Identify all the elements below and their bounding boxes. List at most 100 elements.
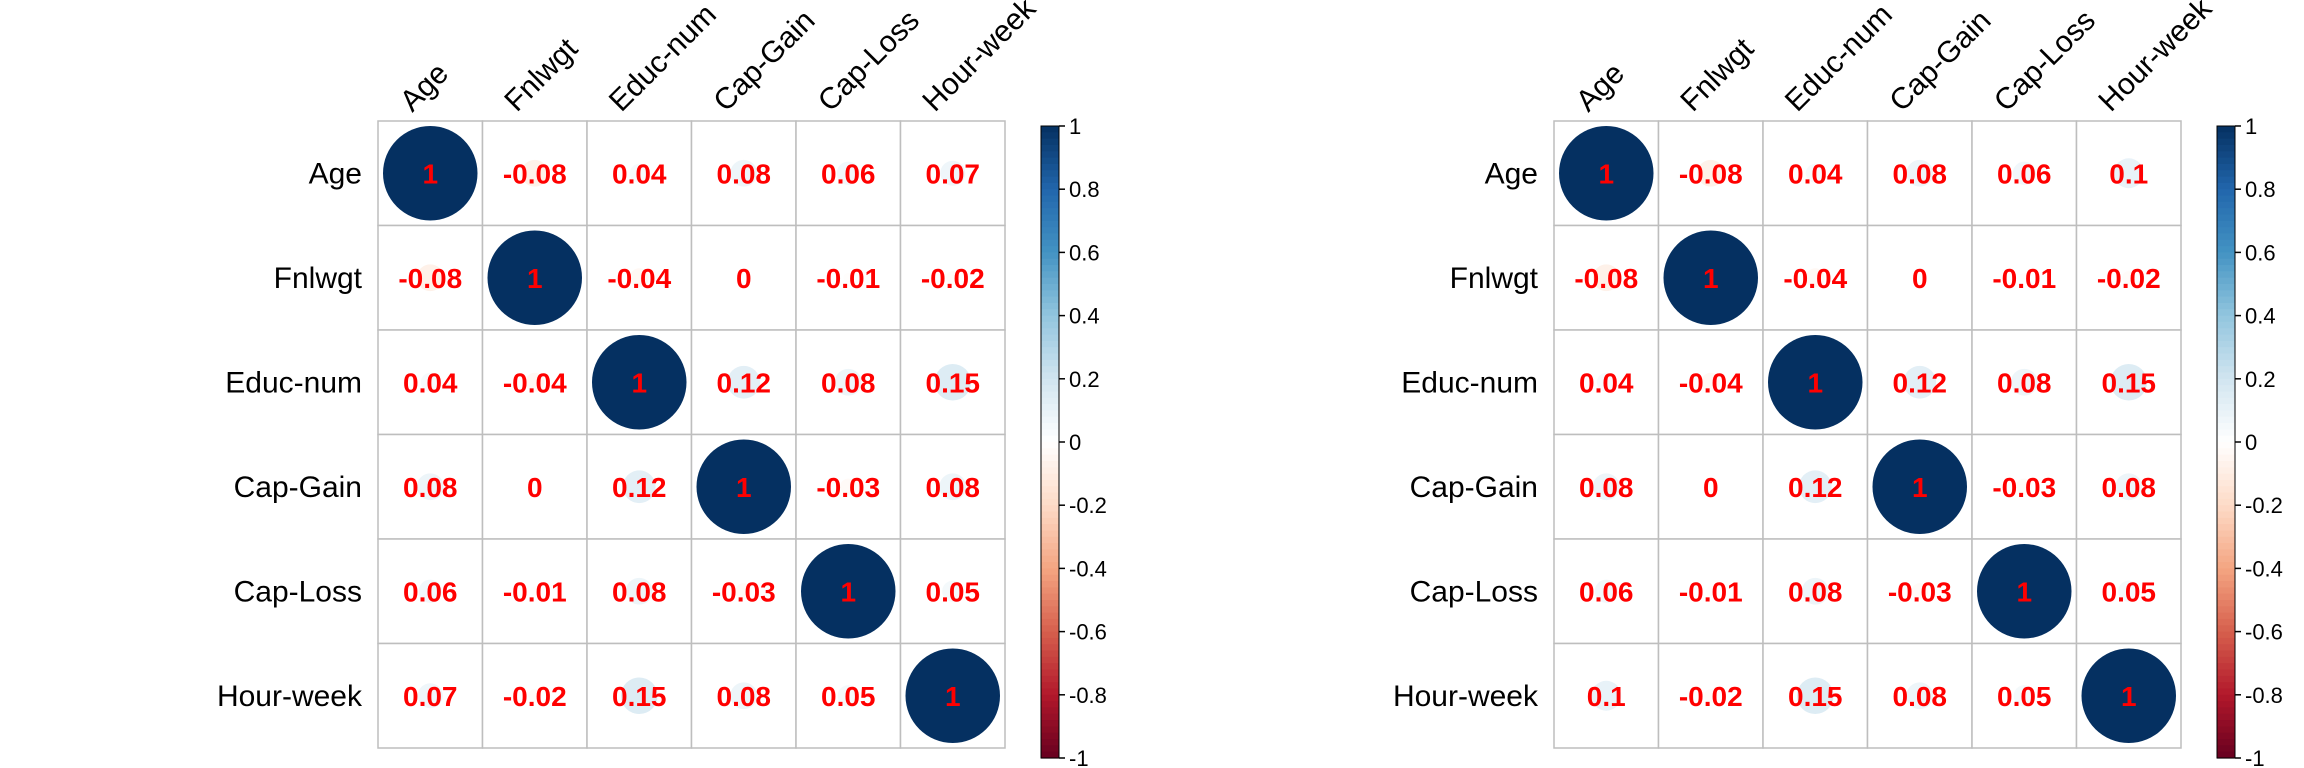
colorbar-segment [2217,682,2235,690]
correlation-value-label: 1 [527,263,543,294]
colorbar-segment [1041,309,1059,317]
colorbar-segment [1041,574,1059,582]
colorbar-tick-label: 0 [1069,430,1081,455]
row-label: Age [309,157,362,190]
correlation-value-label: 0.04 [612,158,667,189]
colorbar-segment [2217,176,2235,184]
correlation-value-label: 1 [422,158,438,189]
correlation-value-label: 0.15 [1788,681,1843,712]
colorbar-segment [1041,378,1059,386]
colorbar-segment [2217,732,2235,740]
matrix-cell [1971,329,2078,436]
colorbar-segment [1041,334,1059,342]
correlation-circle [521,159,549,187]
colorbar-tick-label: 0.4 [1069,304,1100,329]
colorbar-segment [2217,751,2235,759]
colorbar-segment [1041,530,1059,538]
correlation-value-label: 0.06 [821,158,876,189]
colorbar-segment [2217,473,2235,481]
correlation-value-label: 0.04 [1788,158,1843,189]
colorbar-segment [2217,353,2235,361]
colorbar-segment [1041,302,1059,310]
colorbar-segment [2217,182,2235,190]
colorbar-segment [2217,214,2235,222]
correlation-circle [1906,159,1934,187]
column-label: Educ-num [1779,0,1899,118]
colorbar-segment [1041,536,1059,544]
colorbar-segment [1041,315,1059,323]
colorbar-segment [2217,650,2235,658]
colorbar-segment [1041,353,1059,361]
colorbar-segment [2217,694,2235,702]
colorbar-segment [1041,524,1059,532]
colorbar-segment [2217,151,2235,159]
colorbar-segment [2217,656,2235,664]
correlation-value-label: -0.01 [503,576,567,607]
correlation-value-label: -0.02 [921,263,985,294]
correlation-value-label: 1 [1807,367,1823,398]
correlation-circle [1663,230,1758,325]
correlation-value-label: -0.04 [607,263,671,294]
colorbar-tick-label: 1 [2245,114,2257,139]
correlation-value-label: 0.08 [717,681,772,712]
colorbar-segment [1041,397,1059,405]
colorbar-tick-label: 0 [2245,430,2257,455]
colorbar-segment [1041,511,1059,519]
correlation-value-label: 0 [1912,263,1928,294]
colorbar-segment [1041,126,1059,133]
colorbar-tick-label: -0.8 [2245,683,2283,708]
colorbar-segment [2217,669,2235,677]
colorbar-segment [2217,713,2235,721]
correlation-value-label: 0.08 [926,472,981,503]
colorbar-segment [1041,713,1059,721]
column-label: Hour-week [916,0,1043,118]
colorbar-segment [1041,644,1059,652]
correlation-value-label: 0.08 [1893,158,1948,189]
colorbar-segment [1041,751,1059,759]
row-label: Hour-week [217,680,363,713]
colorbar-segment [1041,220,1059,228]
correlation-circle [1596,372,1616,392]
colorbar-segment [1041,625,1059,633]
row-label: Cap-Gain [234,471,362,504]
colorbar-tick-label: -0.2 [1069,493,1107,518]
colorbar-tick-label: -0.6 [2245,620,2283,645]
colorbar-segment [2217,416,2235,424]
correlation-circle [622,470,656,504]
correlation-value-label: 0.08 [717,158,772,189]
colorbar-segment [1041,467,1059,475]
colorbar-segment [1041,429,1059,437]
colorbar-segment [2217,309,2235,317]
row-label: Educ-num [225,366,362,399]
correlation-circle [834,368,862,396]
colorbar-segment [2217,347,2235,355]
correlation-value-label: 0.07 [926,158,981,189]
correlation-circle [383,126,478,221]
correlation-value-label: 0.05 [2102,576,2157,607]
colorbar-segment [2217,290,2235,298]
colorbar-segment [1041,246,1059,253]
colorbar-segment [2217,220,2235,228]
colorbar-segment [1041,732,1059,740]
correlation-circle [2081,648,2176,743]
colorbar-segment [2217,385,2235,393]
colorbar-segment [2217,511,2235,519]
colorbar-segment [2217,530,2235,538]
colorbar-tick-label: -1 [2245,746,2265,768]
colorbar-segment [2217,189,2235,197]
colorbar-segment [2217,132,2235,140]
correlation-value-label: -0.02 [2097,263,2161,294]
colorbar-segment [1041,555,1059,563]
colorbar-segment [1041,182,1059,190]
correlation-circle [2012,161,2036,185]
correlation-circle [2122,271,2136,285]
column-label: Age [394,57,455,118]
correlation-value-label: -0.03 [1888,576,1952,607]
correlation-value-label: 0.12 [1893,367,1948,398]
matrix-cell [377,433,484,540]
correlation-circle [2016,478,2033,495]
correlation-value-label: 0.08 [612,576,667,607]
correlation-circle [1872,439,1967,534]
row-label: Fnlwgt [1450,262,1539,295]
column-label: Cap-Gain [707,4,821,118]
